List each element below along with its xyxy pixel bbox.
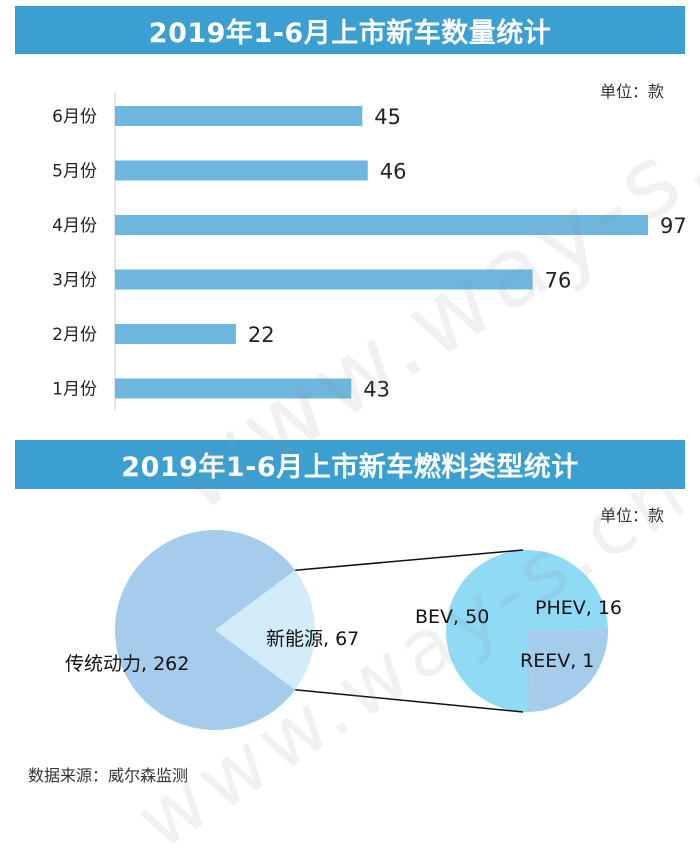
sub-pie-slice-reev [527,631,535,712]
category-label: 3月份 [52,271,97,291]
bar [115,215,648,235]
sub-pie-slice-bev [446,550,608,712]
data-label-phev: PHEV, 16 [535,597,622,619]
data-source: 数据来源：威尔森监测 [28,766,189,785]
pie-slice-traditional [114,530,296,730]
connector-line-bottom [295,688,524,713]
bar [115,160,368,181]
value-label: 76 [545,269,572,293]
bar [115,269,533,290]
bar-chart-title: 2019年1-6月上市新车数量统计 [15,6,685,54]
value-label: 22 [248,323,275,347]
category-label: 1月份 [52,380,97,400]
bar-chart-unit: 单位：款 [600,82,665,101]
data-label-new-energy: 新能源, 67 [266,628,359,650]
category-label: 2月份 [52,325,97,345]
category-label: 6月份 [52,107,97,127]
data-label-reev: REEV, 1 [520,650,594,672]
sub-pie-slice-phev [527,629,608,712]
category-label: 5月份 [52,162,97,182]
category-label: 4月份 [52,216,97,236]
value-label: 43 [363,378,390,402]
bar [115,378,352,399]
data-label-traditional: 传统动力, 262 [65,653,189,675]
bar [115,324,236,344]
data-label-bev: BEV, 50 [415,606,489,628]
bar-chart: 6月份 45 5月份 46 4月份 97 3月份 76 2月份 22 1月份 43 [52,92,687,410]
pie-chart-title: 2019年1-6月上市新车燃料类型统计 [15,440,685,489]
pie-slice-new-energy [215,570,315,690]
value-label: 97 [660,214,687,238]
pie-chart-unit: 单位：款 [600,506,665,525]
value-label: 45 [374,105,401,129]
pie-chart: 传统动力, 262 新能源, 67 BEV, 50 PHEV, 16 REEV, 1 [65,530,622,730]
value-label: 46 [380,160,407,184]
bar [115,106,363,126]
connector-line-top [295,549,524,572]
